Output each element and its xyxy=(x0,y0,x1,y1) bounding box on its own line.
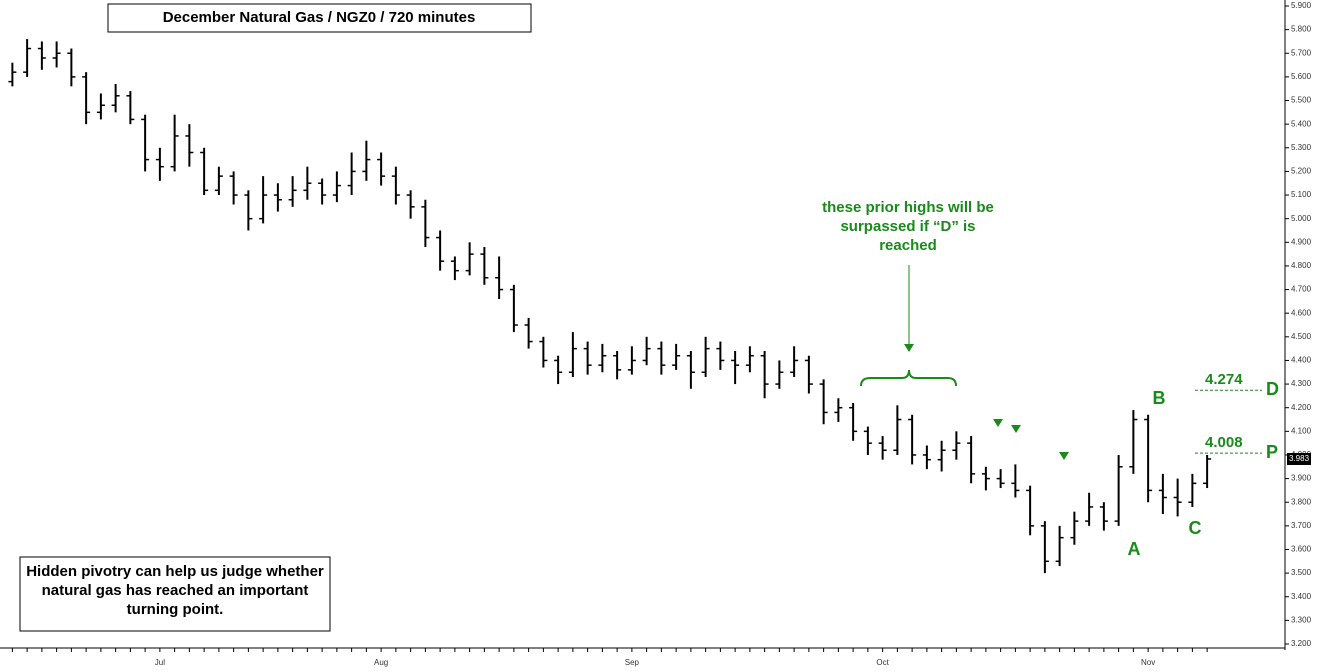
pivot-label: B xyxy=(1153,388,1166,408)
y-tick-label: 4.400 xyxy=(1291,356,1312,365)
y-tick-label: 5.200 xyxy=(1291,167,1312,176)
arrow-head xyxy=(904,344,914,352)
level-tag: P xyxy=(1266,442,1278,462)
y-tick-label: 5.400 xyxy=(1291,119,1312,128)
y-tick-label: 3.400 xyxy=(1291,592,1312,601)
y-tick-label: 3.900 xyxy=(1291,474,1312,483)
level-tag: D xyxy=(1266,379,1279,399)
y-tick-label: 5.300 xyxy=(1291,143,1312,152)
marker xyxy=(1059,452,1069,460)
y-tick-label: 3.800 xyxy=(1291,497,1312,506)
y-tick-label: 4.700 xyxy=(1291,285,1312,294)
y-tick-label: 3.700 xyxy=(1291,521,1312,530)
y-tick-label: 4.800 xyxy=(1291,261,1312,270)
y-tick-label: 4.100 xyxy=(1291,426,1312,435)
y-tick-label: 4.900 xyxy=(1291,237,1312,246)
marker xyxy=(1011,425,1021,433)
x-tick-label: Oct xyxy=(876,658,889,667)
pivot-label: C xyxy=(1189,518,1202,538)
y-tick-label: 3.500 xyxy=(1291,568,1312,577)
chart-title: December Natural Gas / NGZ0 / 720 minute… xyxy=(163,9,476,26)
y-tick-label: 3.300 xyxy=(1291,615,1312,624)
marker xyxy=(993,419,1003,427)
note: Hidden pivotry can help us judge whether… xyxy=(26,563,324,618)
y-tick-label: 5.000 xyxy=(1291,214,1312,223)
note-wrap: Hidden pivotry can help us judge whether… xyxy=(26,563,324,618)
note-box xyxy=(19,556,331,632)
y-tick-label: 5.700 xyxy=(1291,48,1312,57)
callout-wrap: these prior highs will be surpassed if “… xyxy=(822,199,994,254)
pivot-label: A xyxy=(1128,539,1141,559)
y-tick-label: 5.600 xyxy=(1291,72,1312,81)
y-tick-label: 3.600 xyxy=(1291,545,1312,554)
y-tick-label: 4.200 xyxy=(1291,403,1312,412)
bracket xyxy=(860,369,957,387)
y-tick-label: 3.200 xyxy=(1291,639,1312,648)
x-tick-label: Nov xyxy=(1141,658,1155,667)
price-tag xyxy=(1287,452,1311,465)
y-tick-label: 4.300 xyxy=(1291,379,1312,388)
x-tick-label: Jul xyxy=(155,658,165,667)
level-label: 4.008 xyxy=(1205,434,1243,451)
x-tick-label: Sep xyxy=(625,658,640,667)
x-tick-label: Aug xyxy=(374,658,388,667)
y-tick-label: 5.100 xyxy=(1291,190,1312,199)
title-box xyxy=(107,3,532,33)
callout: these prior highs will be surpassed if “… xyxy=(822,199,994,254)
y-tick-label: 4.600 xyxy=(1291,308,1312,317)
y-tick-label: 5.500 xyxy=(1291,96,1312,105)
y-tick-label: 5.800 xyxy=(1291,25,1312,34)
price-tag-label: 3.983 xyxy=(1289,454,1310,463)
y-tick-label: 5.900 xyxy=(1291,1,1312,10)
y-tick-label: 4.500 xyxy=(1291,332,1312,341)
level-label: 4.274 xyxy=(1205,371,1243,388)
